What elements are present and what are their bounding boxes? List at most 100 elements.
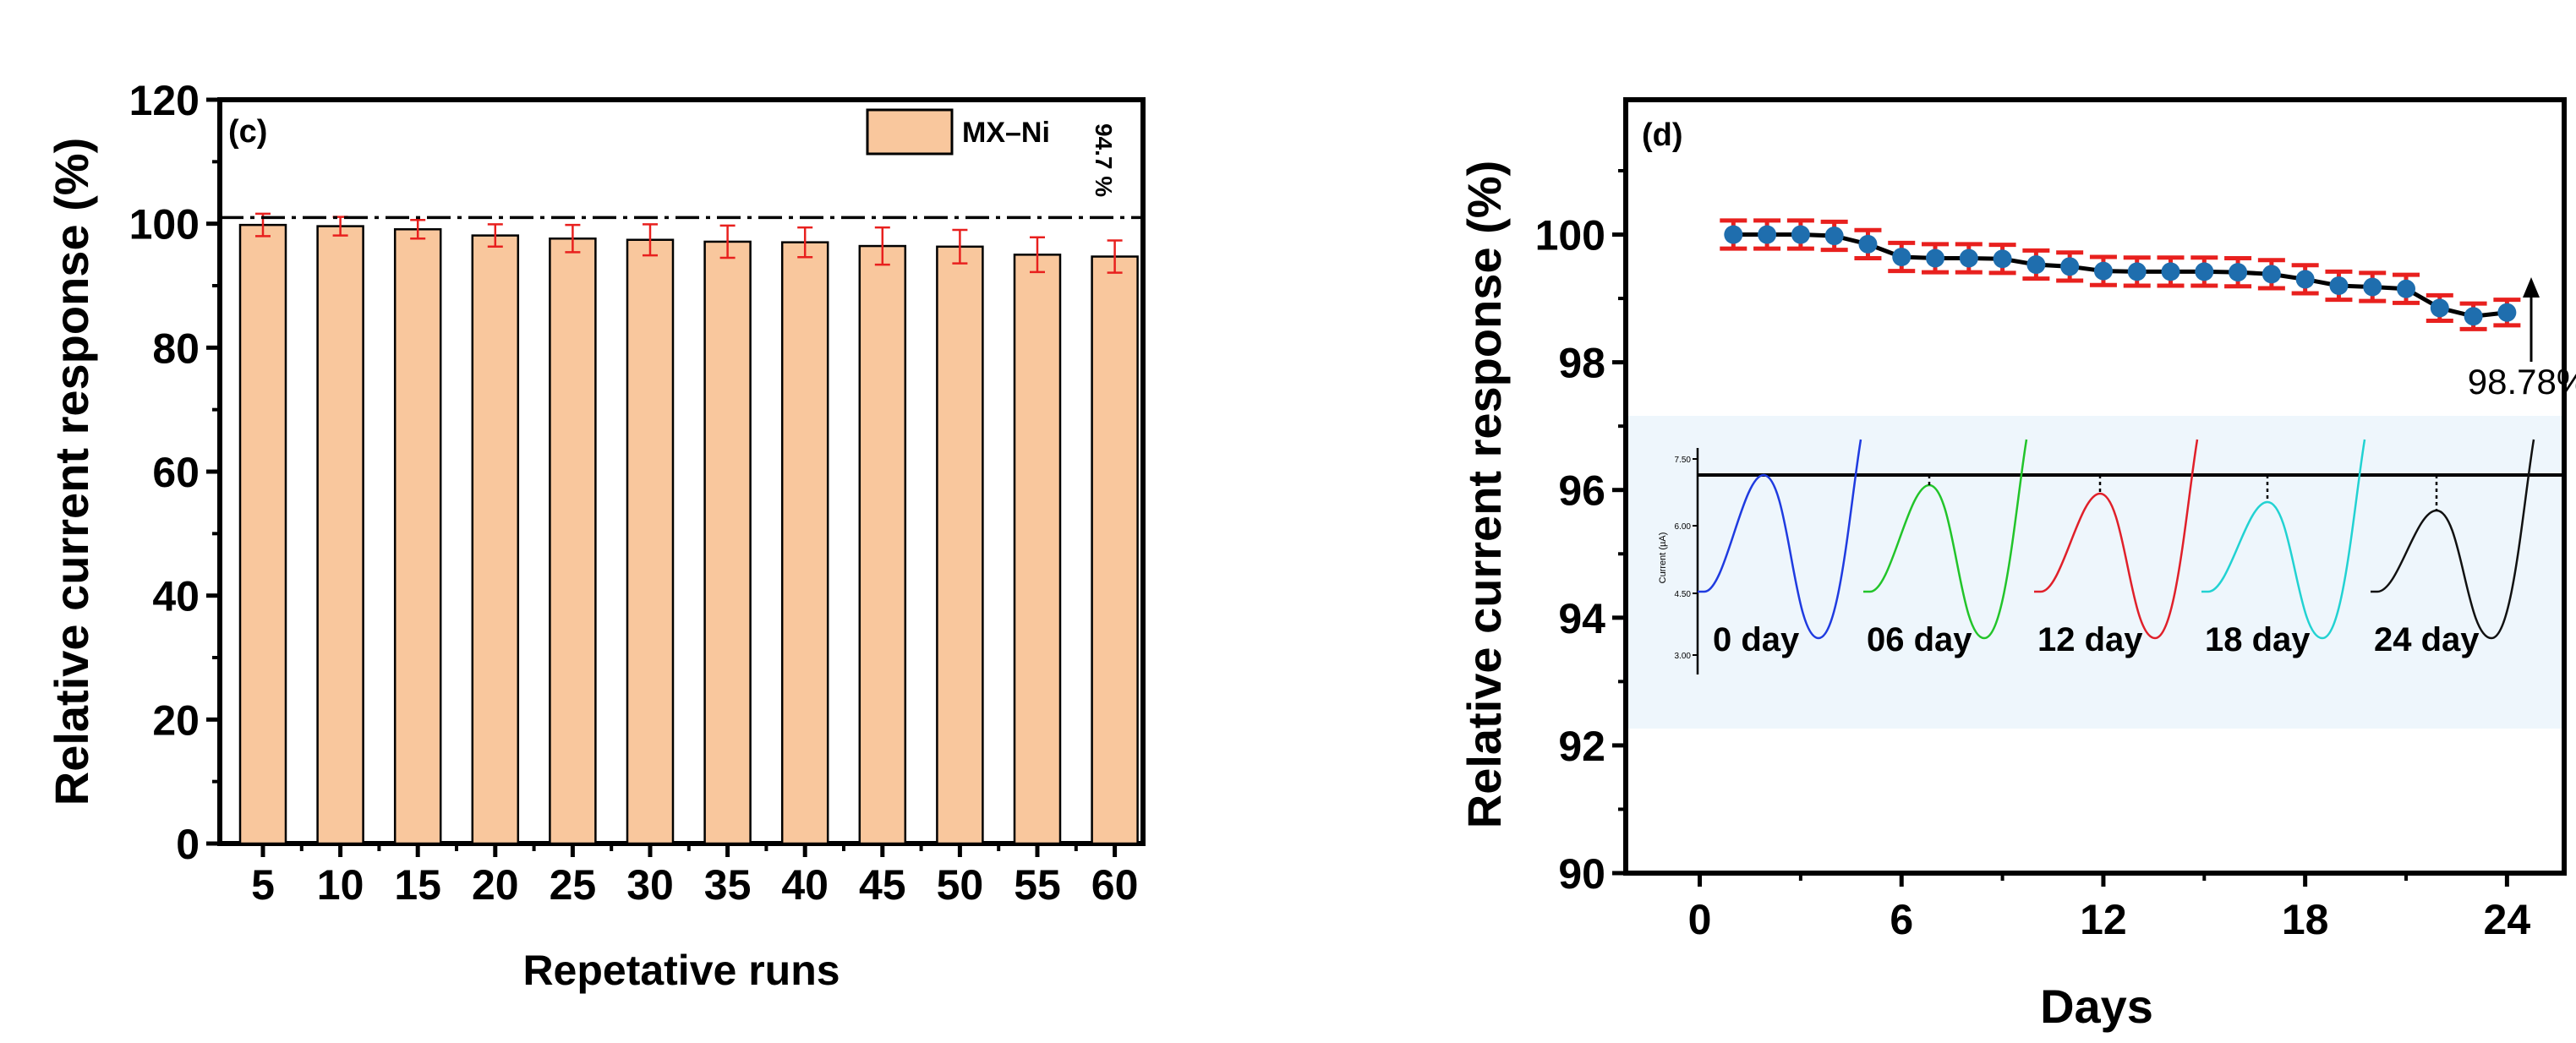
legend-swatch [866,108,954,156]
data-point [2397,279,2416,298]
stability-series [1720,218,2521,331]
inset-day-label: 06 day [1867,621,1972,658]
x-tick-label: 18 [2282,896,2329,943]
x-tick-label: 45 [859,861,906,909]
error-bar [643,223,658,257]
panel-d: 7.50 6.00 4.50 3.00 Current (µA) 0 day 06 day 1… [1458,97,2576,1033]
x-tick-label: 35 [704,861,752,909]
inset-cv-curve [1863,439,2028,640]
y-tick-label: 120 [129,77,200,124]
y-tick-label: 94 [1558,595,1605,642]
y-axis-ticks: 90 92 94 96 98 100 [1535,169,1626,898]
y-axis-title: Relative current response (%) [1458,161,1511,828]
inset-cv-curve [2034,439,2199,640]
data-point [2464,307,2483,326]
error-bar [1030,236,1045,274]
bar [1013,254,1062,845]
x-tick-label: 15 [394,861,441,909]
bar [549,238,597,845]
data-point [2060,257,2080,276]
x-tick-label: 50 [937,861,984,909]
inset-day-label: 18 day [2205,621,2311,658]
x-tick-label: 0 [1688,896,1712,943]
inset-day-label: 24 day [2374,621,2480,658]
inset-y-tick-label: 4.50 [1675,590,1692,599]
annotation-arrow [2523,277,2540,362]
error-bar [952,228,968,265]
annotation-94-7: 94.7 % [1091,123,1117,197]
y-axis-title: Relative current response (%) [45,138,98,805]
data-point [2161,262,2180,281]
y-tick-label: 60 [152,449,200,496]
error-bar [874,226,890,266]
data-point [1791,225,1810,244]
x-tick-label: 6 [1890,896,1913,943]
data-point [1724,225,1743,244]
error-bar [797,226,813,259]
legend: MX–Ni [866,108,1050,156]
legend-label: MX–Ni [962,117,1050,149]
inset-y-tick-label: 7.50 [1675,456,1692,465]
data-point [2093,261,2113,281]
inset-y-tick-label: 6.00 [1675,522,1692,532]
y-tick-label: 0 [176,821,200,868]
error-bar [487,223,503,248]
bar [780,241,829,845]
data-point [1858,234,1878,254]
x-tick-label: 25 [550,861,597,909]
data-point [2497,303,2517,322]
bar [1091,255,1139,845]
x-tick-label: 12 [2080,896,2127,943]
inset-y-axis-label: Current (µA) [1658,532,1668,584]
y-axis-ticks: 0 20 40 60 80 100 120 [129,77,220,868]
y-tick-label: 100 [129,201,200,248]
data-point [1926,248,1945,268]
bar [316,225,364,845]
inset-day-label: 0 day [1713,621,1800,658]
x-tick-label: 40 [781,861,829,909]
error-bar [1107,239,1123,274]
bar [626,238,675,845]
inset-cv-curve [2201,439,2366,640]
bar [936,245,984,845]
panel-d-plot-frame [1623,97,2567,876]
bar [703,240,752,845]
series-line [1733,232,2508,319]
x-axis-ticks: 0 6 12 18 24 [1688,873,2530,943]
bar [238,223,287,845]
x-axis-ticks: 5 10 15 20 25 30 35 40 45 50 55 60 [251,844,1138,909]
bar [471,234,520,845]
inset-day-label: 12 day [2037,621,2143,658]
bar [393,228,442,845]
data-point [2295,270,2315,289]
error-bar [565,223,581,254]
data-point [2363,277,2382,297]
x-tick-label: 55 [1014,861,1061,909]
error-bar [719,224,736,259]
data-point [2229,263,2248,282]
x-tick-label: 5 [251,861,275,909]
inset-cv-curve [2371,439,2535,640]
data-point [2195,262,2214,281]
inset-cv-curves: 7.50 6.00 4.50 3.00 Current (µA) 0 day 06 day 1… [1658,439,2564,674]
data-point [2430,298,2449,318]
data-point [1892,247,1911,266]
data-point [2127,262,2147,281]
inset-cv-curve [1698,439,1862,640]
x-tick-label: 30 [626,861,674,909]
bar [858,244,907,845]
y-tick-label: 40 [152,573,200,620]
y-tick-label: 90 [1558,850,1605,898]
data-point [2026,255,2046,275]
x-tick-label: 60 [1091,861,1139,909]
annotation-98-78: 98.78% [2468,362,2576,401]
data-point [1824,227,1844,246]
inset-y-tick-label: 3.00 [1675,652,1692,661]
panel-label: (d) [1642,117,1683,153]
panel-label: (c) [228,114,267,150]
data-point [1993,249,2012,269]
y-tick-label: 80 [152,325,200,372]
y-tick-label: 98 [1558,340,1605,387]
